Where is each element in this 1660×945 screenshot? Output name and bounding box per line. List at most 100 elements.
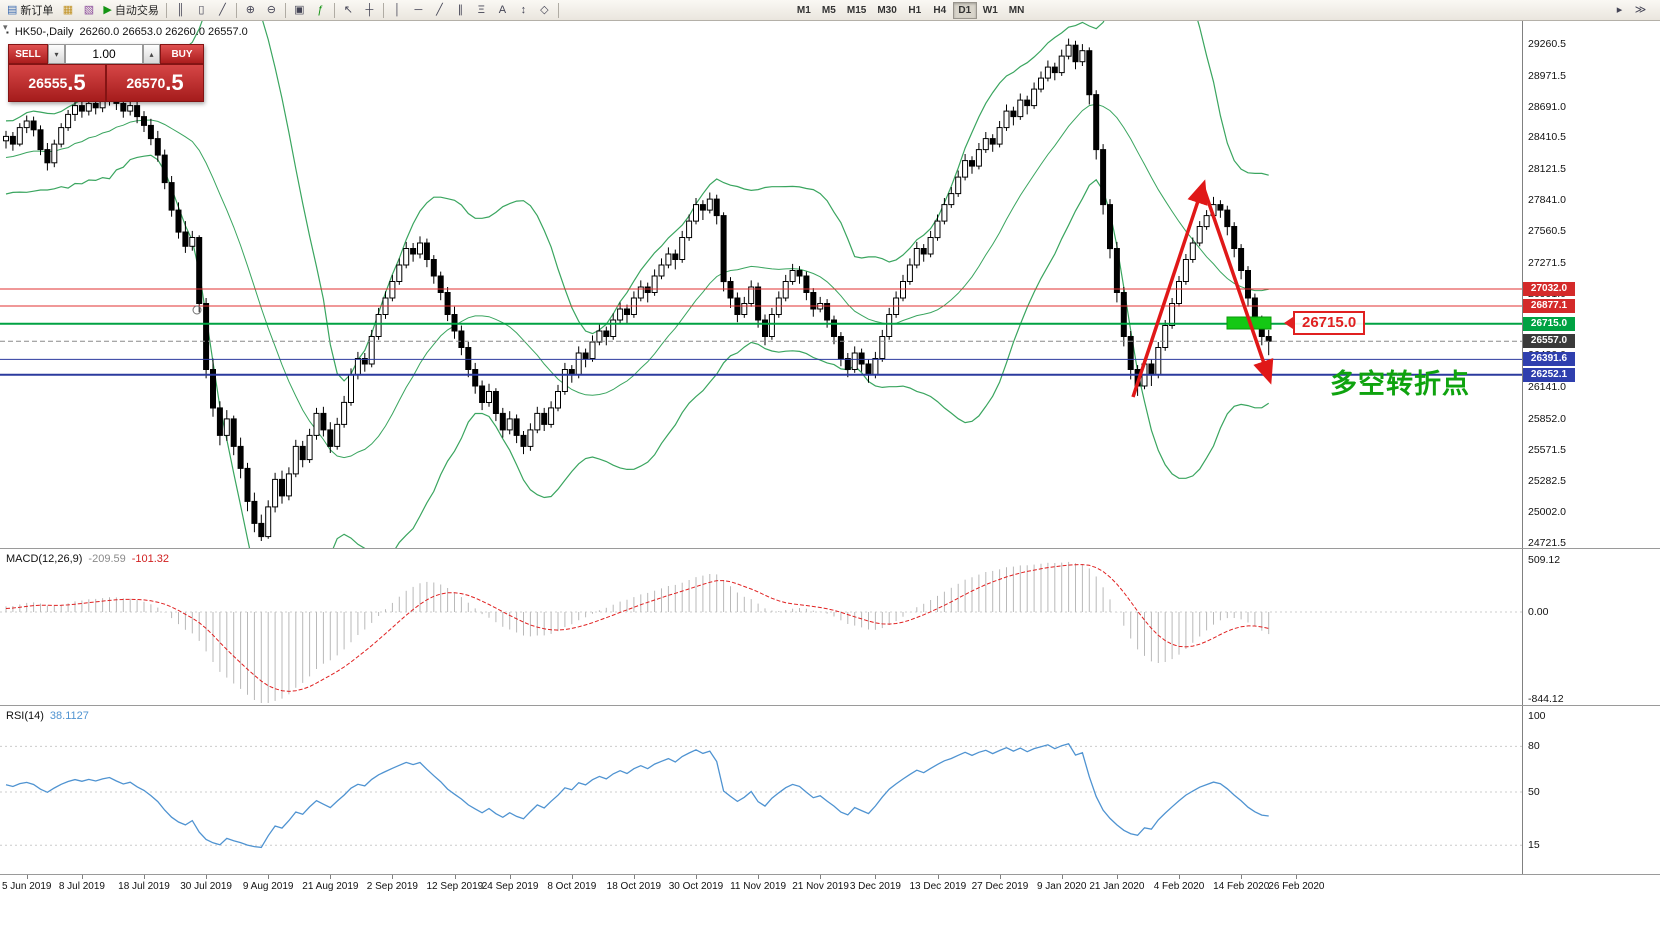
toolbar-separator <box>165 2 167 18</box>
panel-separator[interactable] <box>0 548 1660 549</box>
fibonacci-button[interactable]: Ξ <box>471 1 492 19</box>
timeframe-button-h4[interactable]: H4 <box>933 4 947 16</box>
bar-chart-icon: ║ <box>176 3 185 16</box>
macd-main-value: -209.59 <box>88 553 126 565</box>
time-tick <box>696 875 697 879</box>
line-chart-icon: ╱ <box>219 3 226 16</box>
zoom-out-button[interactable]: ⊖ <box>261 1 282 19</box>
timeframe-button-m15[interactable]: M15 <box>846 4 867 16</box>
rsi-panel[interactable] <box>0 706 1522 874</box>
chart-shift-button[interactable]: ▸ <box>1609 1 1630 19</box>
autotrading-button[interactable]: ▶ 自动交易 <box>99 1 162 19</box>
sell-price[interactable]: 26555.5 <box>8 64 106 102</box>
channel-button[interactable]: ∥ <box>450 1 471 19</box>
cursor-icon: ↖ <box>343 3 353 16</box>
timeframe-button-m5[interactable]: M5 <box>821 4 836 16</box>
time-label: 13 Dec 2019 <box>909 881 967 892</box>
one-click-trading-widget: SELL ▾ ▴ BUY 26555.5 26570.5 <box>8 44 204 102</box>
time-label: 21 Jan 2020 <box>1089 881 1145 892</box>
time-label: 2 Sep 2019 <box>366 881 418 892</box>
time-label: 12 Sep 2019 <box>426 881 484 892</box>
panel-separator[interactable] <box>0 705 1660 706</box>
new-chart-button[interactable]: ▦ <box>57 1 78 19</box>
toolbar-right-group: ▸ ≫ <box>1609 1 1657 19</box>
timeframe-button-m1[interactable]: M1 <box>796 4 811 16</box>
time-tick <box>268 875 270 879</box>
price-callout[interactable]: 26715.0 <box>1284 311 1366 335</box>
oct-collapse-icon[interactable]: ▾ <box>3 22 8 32</box>
new-order-button[interactable]: ▤ 新订单 <box>3 1 57 19</box>
profiles-button[interactable]: ▧ <box>78 1 99 19</box>
trendline-icon: ╱ <box>436 3 443 16</box>
macd-panel[interactable] <box>0 549 1522 705</box>
price-tick-label: 28691.0 <box>1528 100 1566 113</box>
time-axis[interactable]: 5 Jun 2019 8 Jul 2019 18 Jul 2019 30 Jul 20… <box>0 875 1660 945</box>
rsi-value: 38.1127 <box>49 710 89 722</box>
price-tick-label: 28971.5 <box>1528 69 1566 82</box>
timeframe-button-m30[interactable]: M30 <box>877 4 897 16</box>
chart-shift-icon: ▸ <box>1616 3 1623 16</box>
buy-price[interactable]: 26570.5 <box>106 64 204 102</box>
text-tool-button[interactable]: A <box>492 1 513 19</box>
shapes-tool-button[interactable]: ◇ <box>534 1 555 19</box>
timeframe-button-d1[interactable]: D1 <box>952 1 977 19</box>
price-level-label: 26557.0 <box>1523 334 1575 349</box>
time-label: 21 Nov 2019 <box>792 881 849 892</box>
line-chart-button[interactable]: ╱ <box>212 1 233 19</box>
sell-button[interactable]: SELL <box>8 44 48 64</box>
volume-input[interactable] <box>65 44 143 64</box>
arrows-tool-button[interactable]: ↕ <box>513 1 534 19</box>
rsi-scale-label: 80 <box>1528 740 1540 753</box>
time-tick <box>937 875 939 879</box>
cursor-button[interactable]: ↖ <box>338 1 359 19</box>
time-label: 9 Jan 2020 <box>1036 881 1087 892</box>
time-tick <box>875 875 877 879</box>
rsi-name: RSI(14) <box>6 710 44 722</box>
time-tick <box>758 875 760 879</box>
buy-price-main: 26570 <box>126 75 166 91</box>
price-axis[interactable]: 29260.5 28971.5 28691.0 28410.5 28121.5 27841… <box>1522 21 1660 875</box>
callout-price-text: 26715.0 <box>1293 311 1366 335</box>
bar-chart-button[interactable]: ║ <box>170 1 191 19</box>
timeframe-button-mn[interactable]: MN <box>1008 4 1025 16</box>
macd-signal-value: -101.32 <box>131 553 170 565</box>
price-tick-label: 25002.0 <box>1528 506 1566 519</box>
buy-button[interactable]: BUY <box>160 44 204 64</box>
time-tick <box>392 875 394 879</box>
candlestick-icon: ▯ <box>198 3 205 16</box>
autotrading-play-icon: ▶ <box>103 3 112 16</box>
time-tick <box>26 875 28 879</box>
horizontal-line-button[interactable]: ─ <box>408 1 429 19</box>
volume-down-button[interactable]: ▾ <box>48 44 65 64</box>
time-label: 27 Dec 2019 <box>971 881 1029 892</box>
trendline-button[interactable]: ╱ <box>429 1 450 19</box>
crosshair-icon: ┼ <box>365 3 374 16</box>
volume-up-button[interactable]: ▴ <box>143 44 160 64</box>
time-label: 8 Oct 2019 <box>547 881 597 892</box>
auto-scroll-icon: ≫ <box>1634 3 1647 16</box>
price-tick-label: 26141.0 <box>1528 380 1566 393</box>
price-level-label: 27032.0 <box>1523 281 1575 296</box>
crosshair-button[interactable]: ┼ <box>359 1 380 19</box>
tile-windows-button[interactable]: ▣ <box>289 1 310 19</box>
time-label: 18 Jul 2019 <box>118 881 170 892</box>
time-label: 3 Dec 2019 <box>849 881 901 892</box>
price-tick-label: 25282.5 <box>1528 475 1566 488</box>
sell-price-frac: .5 <box>67 70 86 95</box>
zoom-in-button[interactable]: ⊕ <box>240 1 261 19</box>
chart-ohlc-header: ▪ HK50-,Daily 26260.0 26653.0 26260.0 26… <box>6 26 248 38</box>
indicators-button[interactable]: ƒ <box>310 1 331 19</box>
timeframe-button-w1[interactable]: W1 <box>982 4 998 16</box>
vertical-line-icon: │ <box>393 3 401 16</box>
time-tick <box>81 875 83 879</box>
auto-scroll-button[interactable]: ≫ <box>1630 1 1651 19</box>
tile-windows-icon: ▣ <box>294 3 305 16</box>
price-level-label: 26391.6 <box>1523 352 1575 367</box>
main-price-chart[interactable] <box>0 21 1522 548</box>
vertical-line-button[interactable]: │ <box>387 1 408 19</box>
time-tick <box>820 875 822 879</box>
candlestick-chart-button[interactable]: ▯ <box>191 1 212 19</box>
timeframe-button-h1[interactable]: H1 <box>908 4 922 16</box>
price-tick-label: 27841.0 <box>1528 194 1566 207</box>
time-label: 26 Feb 2020 <box>1268 881 1325 892</box>
